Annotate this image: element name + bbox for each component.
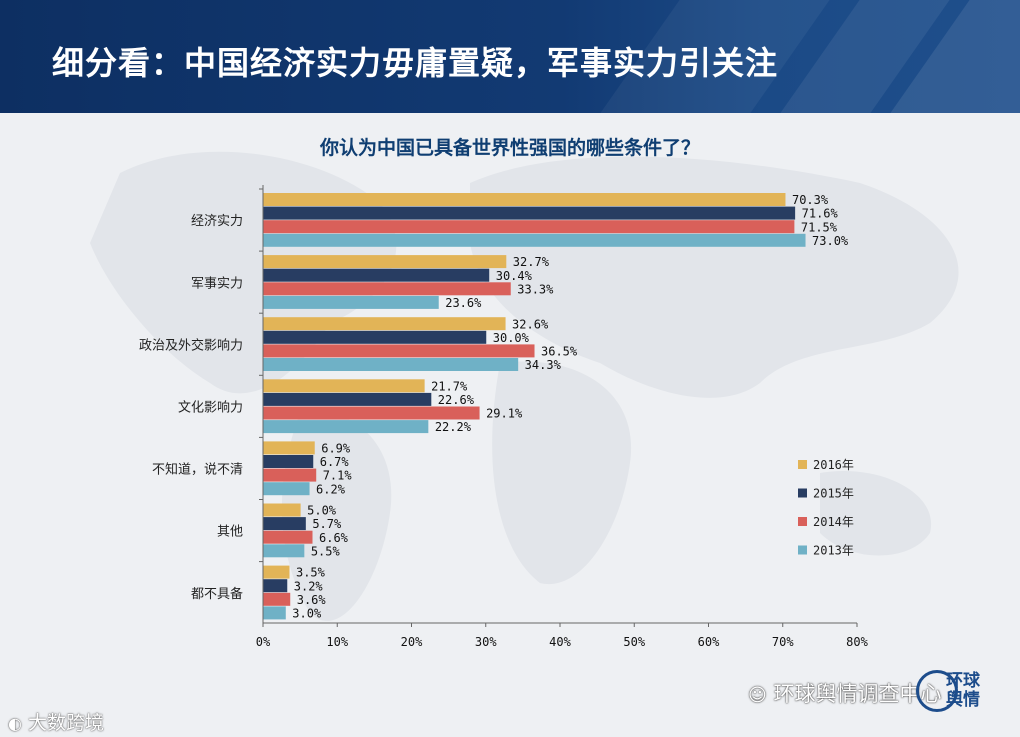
- data-label: 6.6%: [319, 531, 349, 545]
- legend-swatch: [798, 545, 807, 555]
- globe-icon: [916, 670, 958, 712]
- legend-swatch: [798, 460, 807, 469]
- bar: [263, 606, 286, 620]
- legend-swatch: [798, 517, 807, 526]
- legend-label: 2014年: [813, 515, 854, 529]
- data-label: 5.7%: [312, 517, 342, 531]
- bar: [263, 193, 786, 206]
- x-tick-label: 60%: [698, 635, 720, 649]
- legend-label: 2013年: [813, 544, 854, 558]
- brand-logo: 环球舆情: [916, 670, 996, 714]
- data-label: 30.4%: [496, 269, 533, 283]
- category-label: 经济实力: [191, 214, 243, 229]
- bar: [263, 379, 425, 393]
- category-label: 军事实力: [191, 276, 243, 291]
- bar: [263, 420, 429, 434]
- bar: [263, 482, 310, 496]
- bar: [263, 565, 290, 579]
- data-label: 3.2%: [294, 579, 324, 593]
- bar: [263, 441, 315, 455]
- bar: [263, 344, 535, 358]
- bar: [263, 233, 806, 247]
- data-label: 6.2%: [316, 482, 346, 496]
- category-label: 政治及外交影响力: [139, 337, 243, 353]
- data-label: 5.0%: [307, 504, 337, 518]
- weibo-icon: ◐: [8, 714, 22, 733]
- x-tick-label: 30%: [475, 635, 497, 649]
- bar: [263, 330, 487, 344]
- category-label: 文化影响力: [178, 400, 243, 416]
- x-tick-label: 40%: [549, 635, 571, 649]
- data-label: 29.1%: [486, 407, 523, 421]
- logo-text: 环球舆情: [946, 671, 980, 710]
- bar: [263, 406, 480, 420]
- x-tick-label: 80%: [846, 635, 868, 649]
- legend-swatch: [798, 488, 807, 498]
- watermark-right-text: 环球舆情调查中心: [773, 682, 942, 706]
- category-label: 都不具备: [191, 586, 243, 602]
- watermark-right: ☺ 环球舆情调查中心: [748, 678, 941, 708]
- bar: [263, 455, 314, 468]
- wechat-icon: ☺: [748, 685, 767, 706]
- legend-label: 2015年: [813, 487, 854, 501]
- data-label: 21.7%: [431, 379, 468, 393]
- data-label: 5.5%: [311, 544, 341, 558]
- category-label: 其他: [217, 525, 243, 540]
- data-label: 6.9%: [321, 442, 351, 456]
- bar: [263, 268, 490, 282]
- bar: [263, 206, 796, 220]
- bar: [263, 317, 506, 331]
- x-tick-label: 10%: [326, 635, 348, 649]
- bar: [263, 220, 795, 234]
- x-tick-label: 20%: [401, 635, 423, 649]
- data-label: 73.0%: [812, 234, 849, 248]
- bar: [263, 592, 291, 606]
- watermark-left: ◐ 大数跨境: [8, 708, 104, 735]
- bar: [263, 295, 439, 309]
- bar: [263, 392, 432, 406]
- data-label: 3.0%: [292, 607, 322, 621]
- x-tick-label: 50%: [623, 635, 645, 649]
- data-label: 36.5%: [541, 345, 578, 359]
- watermark-left-text: 大数跨境: [28, 712, 105, 734]
- data-label: 3.5%: [296, 566, 326, 580]
- bar: [263, 544, 305, 558]
- x-tick-label: 0%: [256, 635, 271, 649]
- bar: [263, 358, 519, 371]
- bar: [263, 468, 317, 482]
- data-label: 34.3%: [525, 358, 562, 372]
- data-label: 32.7%: [513, 255, 550, 269]
- data-label: 22.6%: [438, 393, 475, 407]
- chart-title: 你认为中国已具备世界性强国的哪些条件了？: [319, 137, 700, 159]
- bar: [263, 255, 507, 269]
- data-label: 70.3%: [792, 193, 829, 207]
- bar: [263, 503, 301, 517]
- data-label: 22.2%: [435, 420, 472, 434]
- x-tick-label: 70%: [772, 635, 794, 649]
- legend-label: 2016年: [813, 458, 854, 472]
- page-title: 细分看：中国经济实力毋庸置疑，军事实力引关注: [52, 44, 779, 82]
- data-label: 23.6%: [445, 296, 482, 310]
- data-label: 71.6%: [802, 207, 839, 221]
- category-label: 不知道，说不清: [152, 462, 243, 478]
- data-label: 33.3%: [517, 282, 554, 296]
- bar: [263, 530, 313, 544]
- data-label: 7.1%: [323, 469, 353, 483]
- bar: [263, 517, 306, 531]
- data-label: 32.6%: [512, 317, 549, 331]
- data-label: 3.6%: [297, 593, 327, 607]
- data-label: 71.5%: [801, 220, 838, 234]
- bar: [263, 579, 288, 593]
- data-label: 6.7%: [320, 455, 350, 469]
- header-banner: 细分看：中国经济实力毋庸置疑，军事实力引关注: [0, 0, 1020, 113]
- bar: [263, 282, 511, 296]
- data-label: 30.0%: [493, 331, 530, 345]
